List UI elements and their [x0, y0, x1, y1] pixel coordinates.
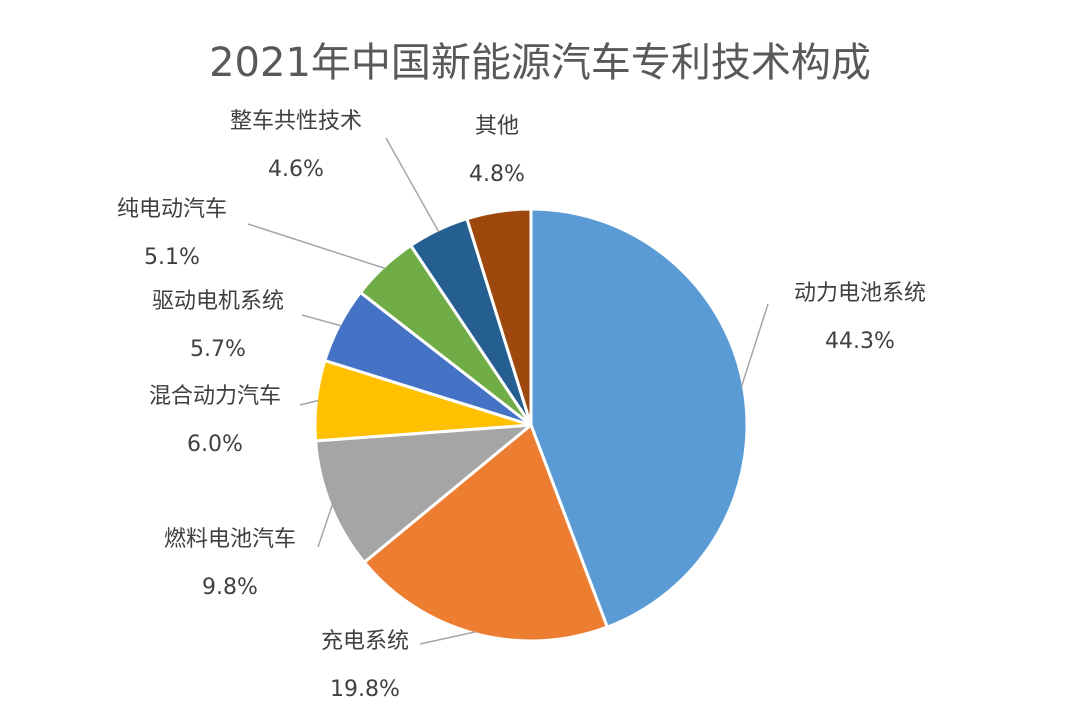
slice-category-label: 其他	[475, 114, 519, 139]
pie-slice	[465, 207, 533, 427]
slice-category-label: 纯电动汽车	[117, 197, 227, 222]
leader-line	[740, 303, 769, 387]
pie-slice	[362, 423, 609, 643]
slice-category-label: 整车共性技术	[230, 109, 362, 134]
slice-category-label: 驱动电机系统	[152, 289, 284, 314]
chart-title: 2021年中国新能源汽车专利技术构成	[209, 40, 871, 86]
leader-line	[247, 223, 386, 270]
slice-value-label: 19.8%	[330, 677, 400, 702]
slice-category-label: 混合动力汽车	[149, 384, 281, 409]
slice-value-label: 5.1%	[144, 245, 200, 270]
leader-line	[385, 137, 440, 233]
leader-line	[299, 399, 319, 406]
leader-lines	[247, 137, 769, 645]
slice-value-label: 9.8%	[202, 575, 258, 600]
slice-labels: 动力电池系统 44.3% 充电系统 19.8% 燃料电池汽车 9.8% 混合动力汽车 6.0%…	[117, 109, 926, 702]
slice-value-label: 44.3%	[825, 329, 895, 354]
pie-slice	[314, 423, 533, 564]
slice-category-label: 动力电池系统	[794, 281, 926, 306]
slice-value-label: 4.8%	[469, 162, 525, 187]
slice-category-label: 充电系统	[321, 629, 409, 654]
slice-category-label: 燃料电池汽车	[164, 527, 296, 552]
leader-line	[301, 314, 342, 327]
slice-value-label: 4.6%	[268, 157, 324, 182]
pie-slices	[313, 207, 749, 643]
slice-value-label: 6.0%	[187, 432, 243, 457]
slice-value-label: 5.7%	[190, 337, 246, 362]
leader-line	[317, 504, 334, 548]
pie-slice	[529, 207, 749, 629]
leader-line	[419, 631, 477, 645]
